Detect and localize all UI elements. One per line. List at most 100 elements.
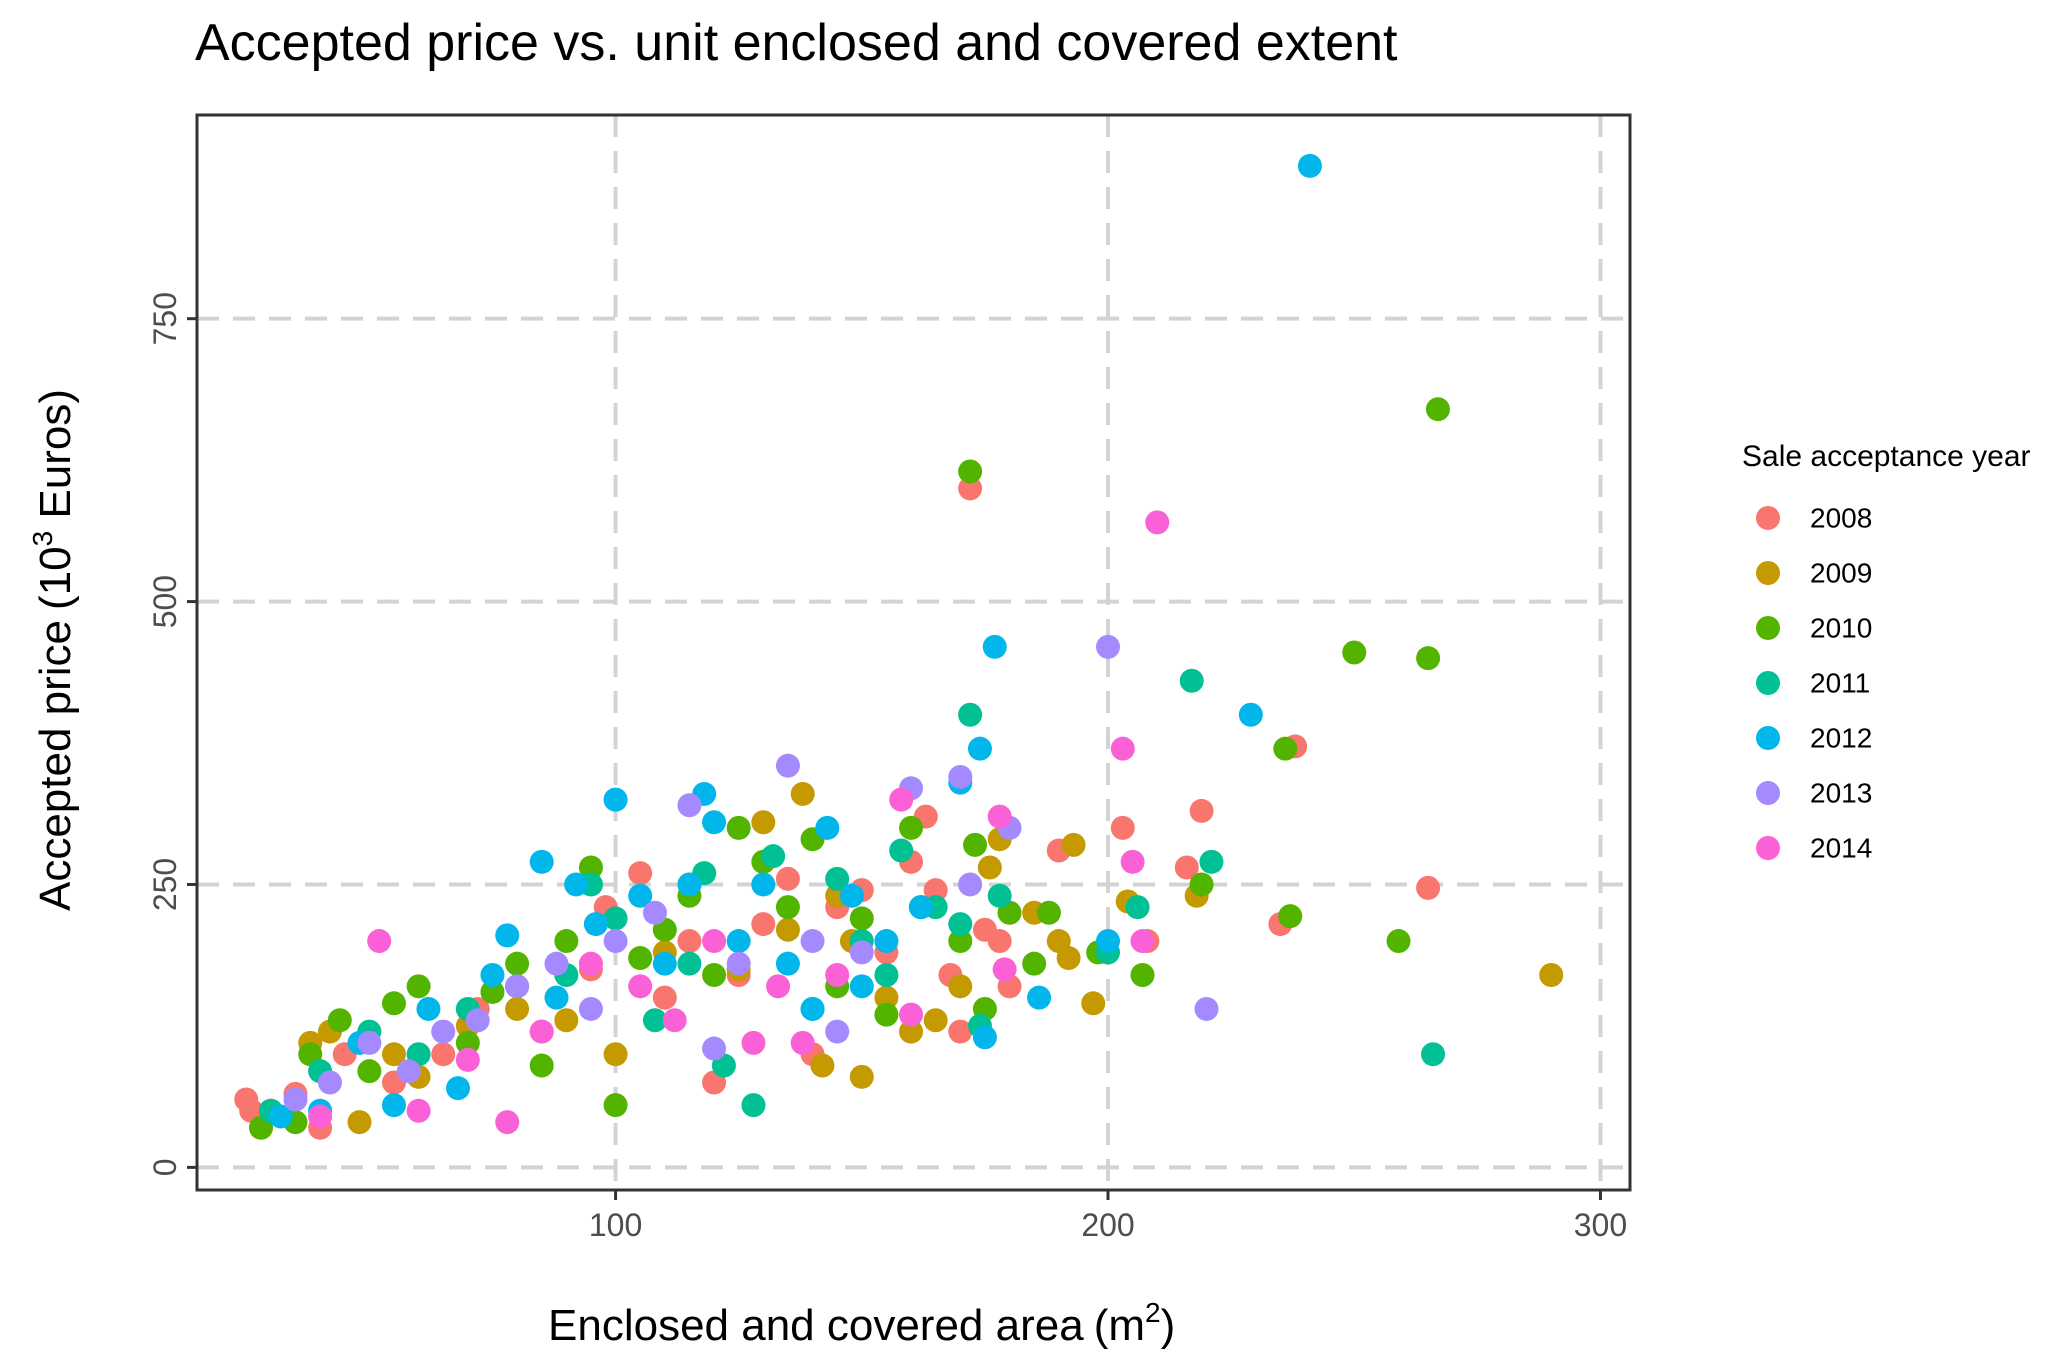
point-2012-24	[849, 974, 874, 999]
point-2010-42	[1425, 397, 1450, 422]
point-2010-10	[529, 1053, 554, 1078]
point-2014-8	[662, 1008, 687, 1033]
point-2009-13	[751, 810, 776, 835]
point-2009-9	[603, 1042, 628, 1067]
point-2011-10	[677, 951, 702, 976]
point-2013-13	[726, 951, 751, 976]
point-2009-23	[948, 974, 973, 999]
point-2014-16	[987, 804, 1012, 829]
point-2012-25	[874, 929, 899, 954]
point-2013-22	[1096, 634, 1121, 659]
point-2010-11	[554, 929, 579, 954]
point-2014-11	[766, 974, 791, 999]
legend-key-2009	[1756, 561, 1780, 585]
point-2010-4	[357, 1059, 382, 1084]
point-2008-30	[987, 929, 1012, 954]
legend-label-2009: 2009	[1810, 558, 1872, 589]
point-2009-8	[554, 1008, 579, 1033]
point-2011-13	[741, 1093, 766, 1118]
point-2014-21	[1145, 510, 1170, 535]
point-2010-27	[948, 929, 973, 954]
y-axis-unit-suffix: Euros	[31, 404, 80, 531]
point-2009-7	[505, 996, 530, 1021]
point-2010-20	[775, 895, 800, 920]
point-2011-18	[874, 963, 899, 987]
point-2008-27	[948, 1019, 973, 1044]
legend-title: Sale acceptance year	[1742, 440, 2031, 473]
point-2010-32	[1022, 951, 1047, 976]
x-axis-label-text: Enclosed and covered area	[548, 1301, 1084, 1350]
y-tick-label-500: 500	[147, 575, 183, 628]
legend-label-2008: 2008	[1810, 503, 1872, 534]
point-2010-12	[578, 855, 603, 880]
point-2011-22	[958, 702, 983, 727]
y-axis-label-open: (	[31, 595, 80, 610]
point-2012-32	[1096, 929, 1121, 954]
point-2009-29	[1061, 832, 1086, 857]
point-2009-21	[899, 1019, 924, 1044]
legend-key-2008	[1756, 506, 1780, 530]
plot-panel-border	[195, 113, 1632, 1192]
point-2010-7	[455, 1030, 480, 1055]
legend: Sale acceptance year 2008 2009 2010 2011 201…	[1742, 440, 2031, 864]
point-2014-9	[702, 929, 727, 954]
legend-label-2014: 2014	[1810, 833, 1872, 864]
point-2014-18	[1110, 736, 1135, 761]
point-2013-17	[849, 940, 874, 965]
point-2008-33	[1110, 815, 1135, 840]
point-2011-26	[1125, 895, 1150, 920]
point-2012-30	[982, 634, 1007, 659]
point-2011-29	[1421, 1042, 1446, 1067]
point-2010-6	[406, 974, 431, 999]
point-2009-20	[874, 985, 899, 1010]
legend-key-2014	[1756, 836, 1780, 860]
y-axis-unit-exponent: 3	[27, 531, 58, 547]
point-2010-8	[480, 979, 505, 1004]
point-2014-0	[308, 1104, 333, 1129]
x-axis-unit: m	[1108, 1301, 1145, 1350]
point-2012-23	[839, 883, 864, 908]
point-2012-12	[603, 787, 628, 812]
point-2013-1	[317, 1070, 342, 1095]
point-2008-25	[923, 878, 948, 903]
point-2014-5	[529, 1019, 554, 1044]
point-2012-5	[445, 1076, 470, 1101]
point-2012-33	[1238, 702, 1263, 727]
legend-key-2010	[1756, 616, 1780, 640]
point-2009-16	[810, 1053, 835, 1078]
x-tick-label-200: 200	[1081, 1207, 1134, 1243]
point-2011-19	[889, 838, 914, 863]
point-2013-23	[1194, 996, 1219, 1021]
point-2009-33	[1539, 963, 1564, 987]
point-2012-4	[416, 996, 441, 1021]
point-2009-24	[977, 855, 1002, 880]
point-2012-3	[381, 1093, 406, 1118]
point-2008-17	[751, 912, 776, 937]
y-axis-label-text: Accepted price	[31, 620, 80, 911]
point-2014-1	[367, 929, 392, 954]
point-2013-9	[603, 929, 628, 954]
point-2008-28	[958, 476, 983, 501]
point-2010-9	[505, 951, 530, 976]
point-2012-26	[908, 895, 933, 920]
legend-key-2011	[1756, 671, 1780, 695]
point-2012-8	[529, 849, 554, 874]
point-2009-14	[775, 917, 800, 942]
point-2012-6	[480, 963, 505, 987]
legend-key-2013	[1756, 781, 1780, 805]
point-2013-20	[958, 872, 983, 897]
x-axis-label-close: )	[1161, 1301, 1176, 1350]
point-2013-10	[642, 900, 667, 925]
point-2012-17	[702, 810, 727, 835]
point-2008-13	[652, 985, 677, 1010]
point-2014-4	[495, 1110, 520, 1135]
point-2010-14	[628, 946, 653, 971]
x-axis-label: Enclosed and covered area (m2)	[548, 1297, 1175, 1350]
x-axis-label-open: (	[1094, 1301, 1109, 1350]
point-2012-22	[815, 815, 840, 840]
point-2010-35	[1130, 963, 1155, 987]
grid-lines	[197, 115, 1630, 1190]
point-2012-34	[1297, 153, 1322, 178]
axis-ticks: 100 200 300 0 250 500 750	[147, 292, 1627, 1243]
point-2008-12	[628, 861, 653, 886]
